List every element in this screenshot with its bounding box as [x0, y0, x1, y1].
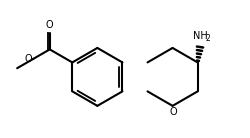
Text: O: O [24, 54, 32, 64]
Text: 2: 2 [205, 34, 210, 43]
Text: O: O [169, 107, 177, 117]
Text: NH: NH [193, 31, 208, 41]
Text: O: O [46, 20, 54, 30]
